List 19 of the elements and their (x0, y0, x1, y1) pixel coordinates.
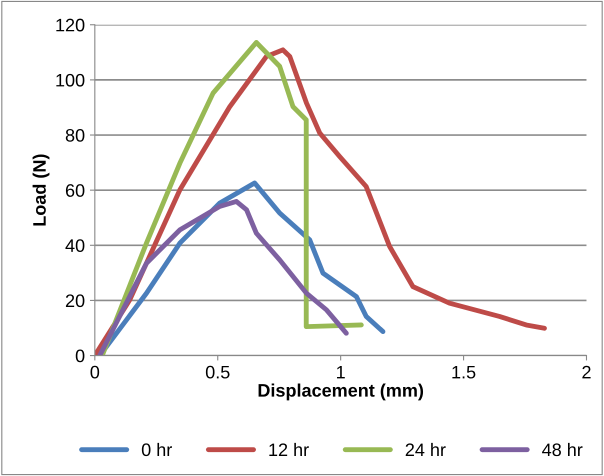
y-axis-title: Load (N) (32, 154, 50, 226)
x-tick-label: 1.5 (452, 366, 476, 379)
x-tick-label: 1 (337, 366, 345, 378)
x-tick-label: 0.5 (206, 366, 230, 379)
legend-label: 24 hr (406, 442, 446, 456)
legend-label: 12 hr (269, 442, 309, 456)
y-tick-label: 80 (66, 128, 84, 142)
y-tick-label: 40 (65, 239, 84, 252)
x-axis-title: Displacement (mm) (258, 384, 424, 400)
y-tick-label: 60 (66, 184, 84, 197)
legend-label: 48 hr (542, 442, 583, 456)
legend-label: 0 hr (142, 442, 172, 456)
line-series (97, 199, 349, 356)
y-tick-label: 100 (56, 74, 84, 87)
y-tick-label: 0 (76, 350, 84, 362)
y-tick-label: 20 (66, 294, 84, 308)
x-tick-label: 0 (90, 366, 100, 379)
y-tick-label: 120 (56, 18, 84, 32)
x-tick-label: 2 (582, 366, 591, 378)
